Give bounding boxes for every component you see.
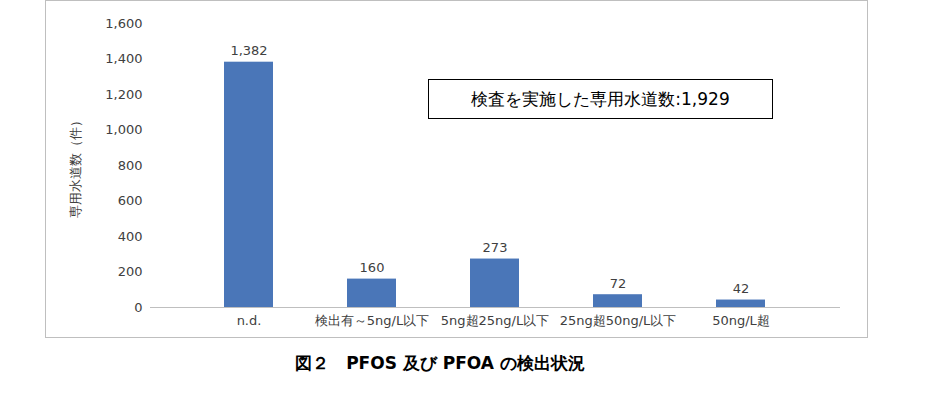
svg-text:400: 400 [118, 229, 143, 244]
svg-text:1,000: 1,000 [105, 122, 142, 137]
svg-text:検出有～5ng/L以下: 検出有～5ng/L以下 [315, 313, 429, 328]
svg-text:1,382: 1,382 [230, 43, 267, 58]
svg-text:160: 160 [360, 260, 385, 275]
svg-text:1,200: 1,200 [105, 87, 142, 102]
svg-text:600: 600 [118, 193, 143, 208]
svg-text:42: 42 [733, 281, 750, 296]
svg-text:1,600: 1,600 [105, 16, 142, 31]
svg-text:800: 800 [118, 158, 143, 173]
html-text:検査を実施した専用水道数:1,929: 検査を実施した専用水道数:1,929 [471, 89, 730, 109]
svg-text:5ng超25ng/L以下: 5ng超25ng/L以下 [441, 313, 549, 328]
svg-text:1,400: 1,400 [105, 51, 142, 66]
svg-text:200: 200 [118, 264, 143, 279]
svg-text:25ng超50ng/L以下: 25ng超50ng/L以下 [560, 313, 677, 328]
html-text:図２ PFOS 及び PFOA の検出状況: 図２ PFOS 及び PFOA の検出状況 [295, 353, 585, 373]
svg-text:0: 0 [134, 300, 142, 315]
svg-text:72: 72 [610, 276, 627, 291]
svg-text:n.d.: n.d. [237, 313, 262, 328]
svg-text:専用水道数（件）: 専用水道数（件） [68, 114, 83, 218]
svg-text:273: 273 [483, 240, 508, 255]
svg-text:50ng/L超: 50ng/L超 [712, 313, 770, 328]
